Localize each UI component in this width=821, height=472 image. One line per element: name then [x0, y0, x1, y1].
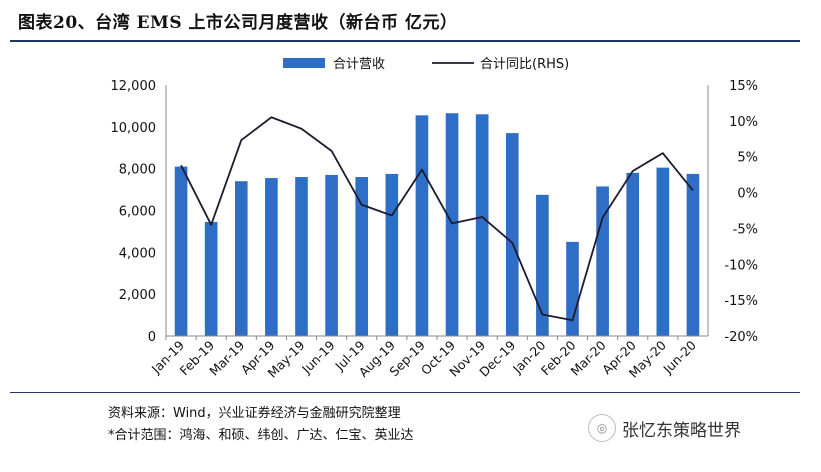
source-note: 资料来源：Wind，兴业证券经济与金融研究院整理	[108, 406, 401, 421]
left-axis-tick-label: 8,000	[119, 163, 156, 178]
left-axis-tick-label: 4,000	[119, 246, 156, 261]
right-axis-tick-label: -10%	[724, 258, 758, 273]
chart-title: 图表20、台湾 EMS 上市公司月度营收（新台币 亿元）	[18, 13, 458, 33]
revenue-bar	[505, 133, 519, 336]
right-y-axis: -20% -15% -10% -5% 0% 5% 10% 15%	[707, 79, 758, 345]
legend-line-label: 合计同比(RHS)	[480, 57, 569, 72]
revenue-bar	[204, 222, 218, 336]
revenue-bar	[475, 114, 489, 337]
title-divider	[10, 40, 800, 42]
left-axis-tick-label: 6,000	[119, 205, 156, 220]
right-axis-tick-label: 10%	[729, 115, 758, 130]
left-y-axis: 0 2,000 4,000 6,000 8,000 10,000 12,000	[111, 79, 167, 345]
watermark-text: 张忆东策略世界	[622, 420, 741, 441]
right-axis-tick-label: -15%	[724, 294, 758, 309]
legend-bar-swatch	[283, 58, 325, 68]
x-axis: Jan-19Feb-19Mar-19Apr-19May-19Jun-19Jul-…	[148, 335, 708, 381]
revenue-bar	[596, 186, 609, 336]
revenue-bar	[686, 173, 700, 336]
yoy-growth-line	[180, 116, 694, 322]
line-series	[180, 116, 694, 322]
revenue-bar	[656, 167, 670, 336]
scope-note: *合计范围：鸿海、和硕、纬创、广达、仁宝、英业达	[108, 428, 414, 443]
chart-canvas: 合计营收 合计同比(RHS) 0 2,000 4,000 6,000 8,000 10,0…	[111, 57, 759, 381]
left-axis-tick-label: 0	[148, 330, 156, 345]
revenue-bar	[536, 194, 549, 336]
x-axis-tick-label: Jun-19	[298, 337, 338, 377]
revenue-bar	[355, 177, 369, 336]
left-axis-tick-label: 12,000	[111, 79, 157, 94]
bar-series	[174, 113, 700, 337]
revenue-bar	[415, 115, 429, 337]
revenue-bar	[265, 178, 278, 336]
wechat-icon: ◎	[588, 414, 616, 442]
revenue-bar	[385, 173, 399, 336]
revenue-bar	[174, 166, 188, 336]
revenue-bar	[626, 172, 640, 336]
revenue-bar	[566, 241, 579, 336]
legend: 合计营收 合计同比(RHS)	[283, 57, 569, 72]
revenue-bar	[325, 174, 338, 336]
legend-bar-label: 合计营收	[333, 57, 385, 72]
revenue-bar	[234, 181, 248, 336]
footer-divider	[10, 392, 800, 393]
watermark: ◎ 张忆东策略世界	[588, 414, 741, 442]
right-axis-tick-label: 0%	[737, 187, 758, 202]
revenue-bar	[445, 113, 459, 336]
right-axis-tick-label: 15%	[729, 79, 758, 94]
right-axis-tick-label: -20%	[724, 330, 758, 345]
left-axis-tick-label: 10,000	[111, 121, 157, 136]
revenue-bar	[295, 177, 308, 336]
right-axis-tick-label: 5%	[737, 151, 758, 166]
left-axis-tick-label: 2,000	[119, 288, 156, 303]
x-axis-tick-label: Jun-20	[660, 337, 700, 377]
right-axis-tick-label: -5%	[733, 222, 758, 237]
